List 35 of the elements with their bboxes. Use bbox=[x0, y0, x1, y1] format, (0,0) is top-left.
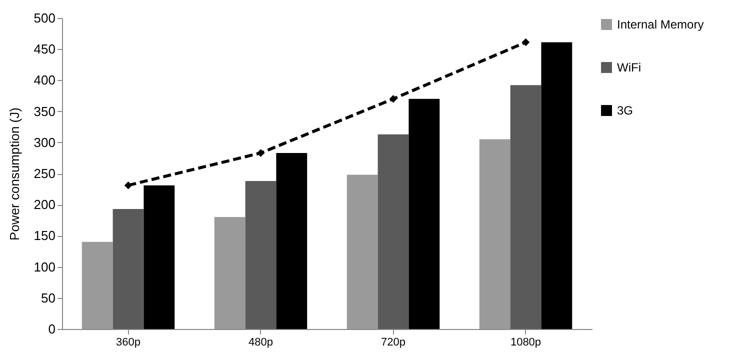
bar bbox=[479, 139, 510, 329]
y-axis-title: Power consumption (J) bbox=[6, 108, 22, 240]
y-tick-label: 300 bbox=[34, 134, 56, 150]
point bbox=[389, 94, 398, 103]
point bbox=[522, 38, 530, 46]
point bbox=[256, 149, 265, 157]
bar bbox=[510, 85, 542, 329]
point bbox=[124, 181, 132, 190]
y-tick-label: 200 bbox=[34, 197, 56, 212]
legend-label: Internal Memory bbox=[617, 18, 704, 32]
x-tick-label: 720p bbox=[381, 336, 406, 348]
bar bbox=[245, 180, 276, 329]
bar bbox=[82, 242, 113, 329]
bar bbox=[541, 42, 572, 329]
bar bbox=[144, 185, 175, 329]
bar bbox=[214, 217, 246, 329]
x-tick-label: 360p bbox=[116, 336, 140, 348]
y-tick-label: 150 bbox=[34, 228, 56, 244]
y-tick-label: 450 bbox=[34, 42, 56, 57]
legend-label: 3G bbox=[617, 104, 634, 118]
x-tick-label: 480p bbox=[248, 336, 273, 348]
y-tick-label: 400 bbox=[34, 72, 56, 88]
x-tick-label: 1080p bbox=[510, 336, 542, 348]
y-tick-label: 100 bbox=[34, 259, 56, 274]
y-tick-label: 250 bbox=[34, 166, 56, 181]
y-tick-label: 50 bbox=[41, 290, 56, 306]
y-tick-label: 500 bbox=[34, 10, 56, 26]
legend-label: WiFi bbox=[617, 60, 641, 74]
bar bbox=[276, 152, 308, 329]
bar bbox=[112, 208, 144, 329]
bar bbox=[378, 134, 409, 329]
bar bbox=[346, 174, 378, 329]
bar bbox=[408, 98, 440, 329]
y-tick-label: 350 bbox=[34, 104, 56, 119]
y-tick-label: 0 bbox=[48, 322, 56, 336]
